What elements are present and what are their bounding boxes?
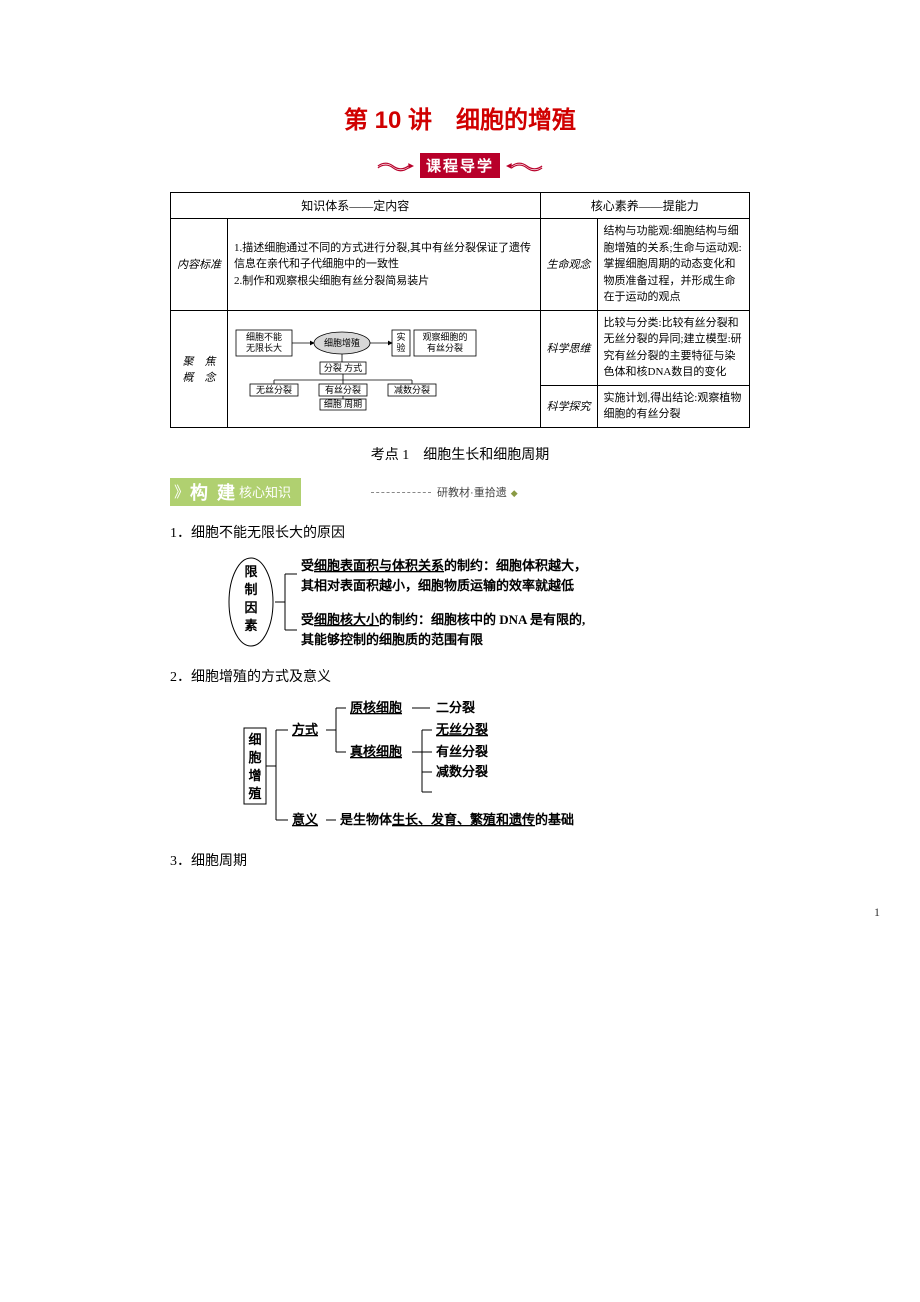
point-1-num: 1． [170,526,191,541]
svg-text:有丝分裂: 有丝分裂 [436,744,489,759]
cat-label-thinking: 科学思维 [540,310,597,385]
cat-label-inquiry: 科学探究 [540,385,597,427]
flourish-left-icon [376,159,414,173]
svg-text:素: 素 [244,618,257,633]
proliferation-diagram: 细 胞 增 殖 方式 意义 原核细胞 真核细胞 二分裂 无丝分裂 有丝分裂 减数… [240,696,680,836]
svg-text:因: 因 [244,600,257,615]
section-banner: 》 构 建 核心知识 研教材·重拾遗 [170,476,750,508]
content-standard-text: 1.描述细胞通过不同的方式进行分裂,其中有丝分裂保证了遗传信息在亲代和子代细胞中… [228,219,541,311]
svg-text:方式: 方式 [292,722,318,737]
svg-text:其能够控制的细胞质的范围有限: 其能够控制的细胞质的范围有限 [301,632,484,647]
cat-label-life: 生命观念 [540,219,597,311]
thinking-text: 比较与分类:比较有丝分裂和无丝分裂的异同;建立模型:研究有丝分裂的主要特征与染色… [597,310,749,385]
svg-text:意义: 意义 [292,812,319,827]
svg-text:无丝分裂: 无丝分裂 [256,384,292,395]
svg-text:二分裂: 二分裂 [436,700,476,715]
banner-tail: 研教材·重拾遗 [371,484,518,500]
point-3-num: 3． [170,854,191,869]
svg-text:是生物体生长、发育、繁殖和遗传的基础: 是生物体生长、发育、繁殖和遗传的基础 [339,812,574,827]
svg-text:真核细胞: 真核细胞 [350,744,402,759]
svg-text:有丝分裂: 有丝分裂 [427,342,463,353]
svg-text:原核细胞: 原核细胞 [350,700,402,715]
point-2-title: 细胞增殖的方式及意义 [191,670,331,685]
svg-text:有丝分裂: 有丝分裂 [325,384,361,395]
point-2-num: 2． [170,670,191,685]
diag-box-a: 细胞不能 [246,331,282,342]
svg-text:无丝分裂: 无丝分裂 [435,722,489,737]
svg-text:细胞 周期: 细胞 周期 [324,398,362,409]
svg-text:分裂 方式: 分裂 方式 [324,362,362,373]
knowledge-table: 知识体系——定内容 核心素养——提能力 内容标准 1.描述细胞通过不同的方式进行… [170,192,750,428]
svg-text:受细胞表面积与体积关系的制约：细胞体积越大，: 受细胞表面积与体积关系的制约：细胞体积越大， [301,558,587,573]
point-1-title: 细胞不能无限长大的原因 [191,526,345,541]
subtitle-row: 课程导学 [170,153,750,178]
subtitle-badge: 课程导学 [420,153,500,178]
svg-text:无限长大: 无限长大 [246,342,282,353]
svg-text:胞: 胞 [247,750,261,765]
diag-box-b: 细胞增殖 [324,337,360,348]
svg-text:细: 细 [248,732,261,747]
svg-text:其相对表面积越小，细胞物质运输的效率就越低: 其相对表面积越小，细胞物质运输的效率就越低 [301,578,574,593]
svg-text:增: 增 [248,768,261,783]
svg-text:减数分裂: 减数分裂 [436,764,489,779]
svg-text:限: 限 [244,564,258,579]
table-header-right: 核心素养——提能力 [540,193,749,219]
svg-text:制: 制 [244,582,257,597]
table-header-left: 知识体系——定内容 [171,193,541,219]
point-2: 2．细胞增殖的方式及意义 [170,666,750,686]
svg-text:观察细胞的: 观察细胞的 [422,331,467,342]
page-number: 1 [874,905,880,920]
point-3-title: 细胞周期 [191,854,247,869]
svg-text:受细胞核大小的制约：细胞核中的 DNA 是有限的,: 受细胞核大小的制约：细胞核中的 DNA 是有限的, [301,612,585,627]
focus-concept-diagram: 细胞不能 无限长大 细胞增殖 实 验 观察细胞的 有丝分裂 分裂 方式 [234,326,494,412]
section-title: 考点 1 细胞生长和细胞周期 [170,444,750,464]
svg-text:实: 实 [396,331,405,342]
banner-main: 构 建 [190,479,237,505]
point-1: 1．细胞不能无限长大的原因 [170,522,750,542]
row-label-focus: 聚 焦 概 念 [171,310,228,427]
page-title: 第 10 讲 细胞的增殖 [170,100,750,135]
banner-sub: 核心知识 [239,482,291,501]
focus-diagram-cell: 细胞不能 无限长大 细胞增殖 实 验 观察细胞的 有丝分裂 分裂 方式 [228,310,541,427]
limit-factors-diagram: 限 制 因 素 受细胞表面积与体积关系的制约：细胞体积越大， 其相对表面积越小，… [225,552,695,652]
point-3: 3．细胞周期 [170,850,750,870]
chevron-icon: 》 [170,481,190,502]
row-label-content: 内容标准 [171,219,228,311]
svg-text:减数分裂: 减数分裂 [394,384,430,395]
life-concept-text: 结构与功能观:细胞结构与细胞增殖的关系;生命与运动观:掌握细胞周期的动态变化和物… [597,219,749,311]
svg-text:验: 验 [396,342,405,353]
inquiry-text: 实施计划,得出结论:观察植物细胞的有丝分裂 [597,385,749,427]
svg-text:殖: 殖 [247,786,261,801]
flourish-right-icon [506,159,544,173]
